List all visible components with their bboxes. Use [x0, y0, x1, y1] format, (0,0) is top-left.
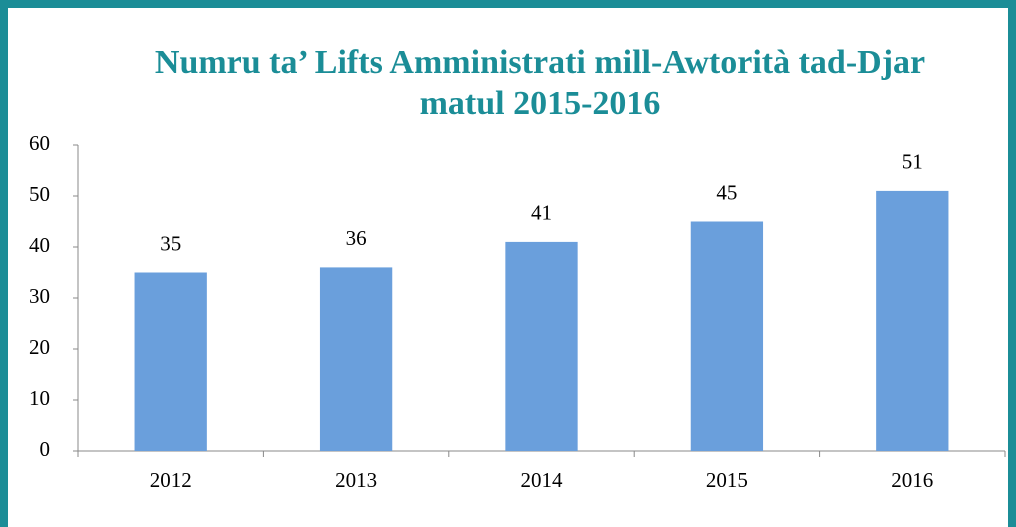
bar	[876, 190, 949, 451]
x-tick-label: 2013	[335, 468, 377, 492]
x-tick-label: 2012	[150, 468, 192, 492]
x-tick-label: 2015	[706, 468, 748, 492]
data-label: 51	[902, 150, 923, 174]
y-tick-label: 20	[29, 335, 50, 359]
x-tick-label: 2014	[521, 468, 564, 492]
bar	[690, 221, 764, 451]
x-tick-label: 2016	[891, 468, 933, 492]
y-tick-label: 30	[29, 284, 50, 308]
chart-title: Numru ta’ Lifts Amministrati mill-Awtori…	[154, 44, 926, 122]
y-tick-label: 50	[29, 182, 50, 206]
bar	[319, 267, 393, 451]
data-label: 35	[160, 231, 181, 255]
y-tick-label: 40	[29, 233, 50, 257]
bar	[505, 241, 578, 451]
y-tick-label: 10	[29, 386, 50, 410]
data-label: 41	[531, 201, 552, 225]
y-tick-label: 60	[29, 131, 50, 155]
y-tick-label: 0	[40, 437, 51, 461]
data-label: 45	[716, 180, 737, 204]
bar	[134, 272, 207, 451]
data-label: 36	[346, 226, 367, 250]
